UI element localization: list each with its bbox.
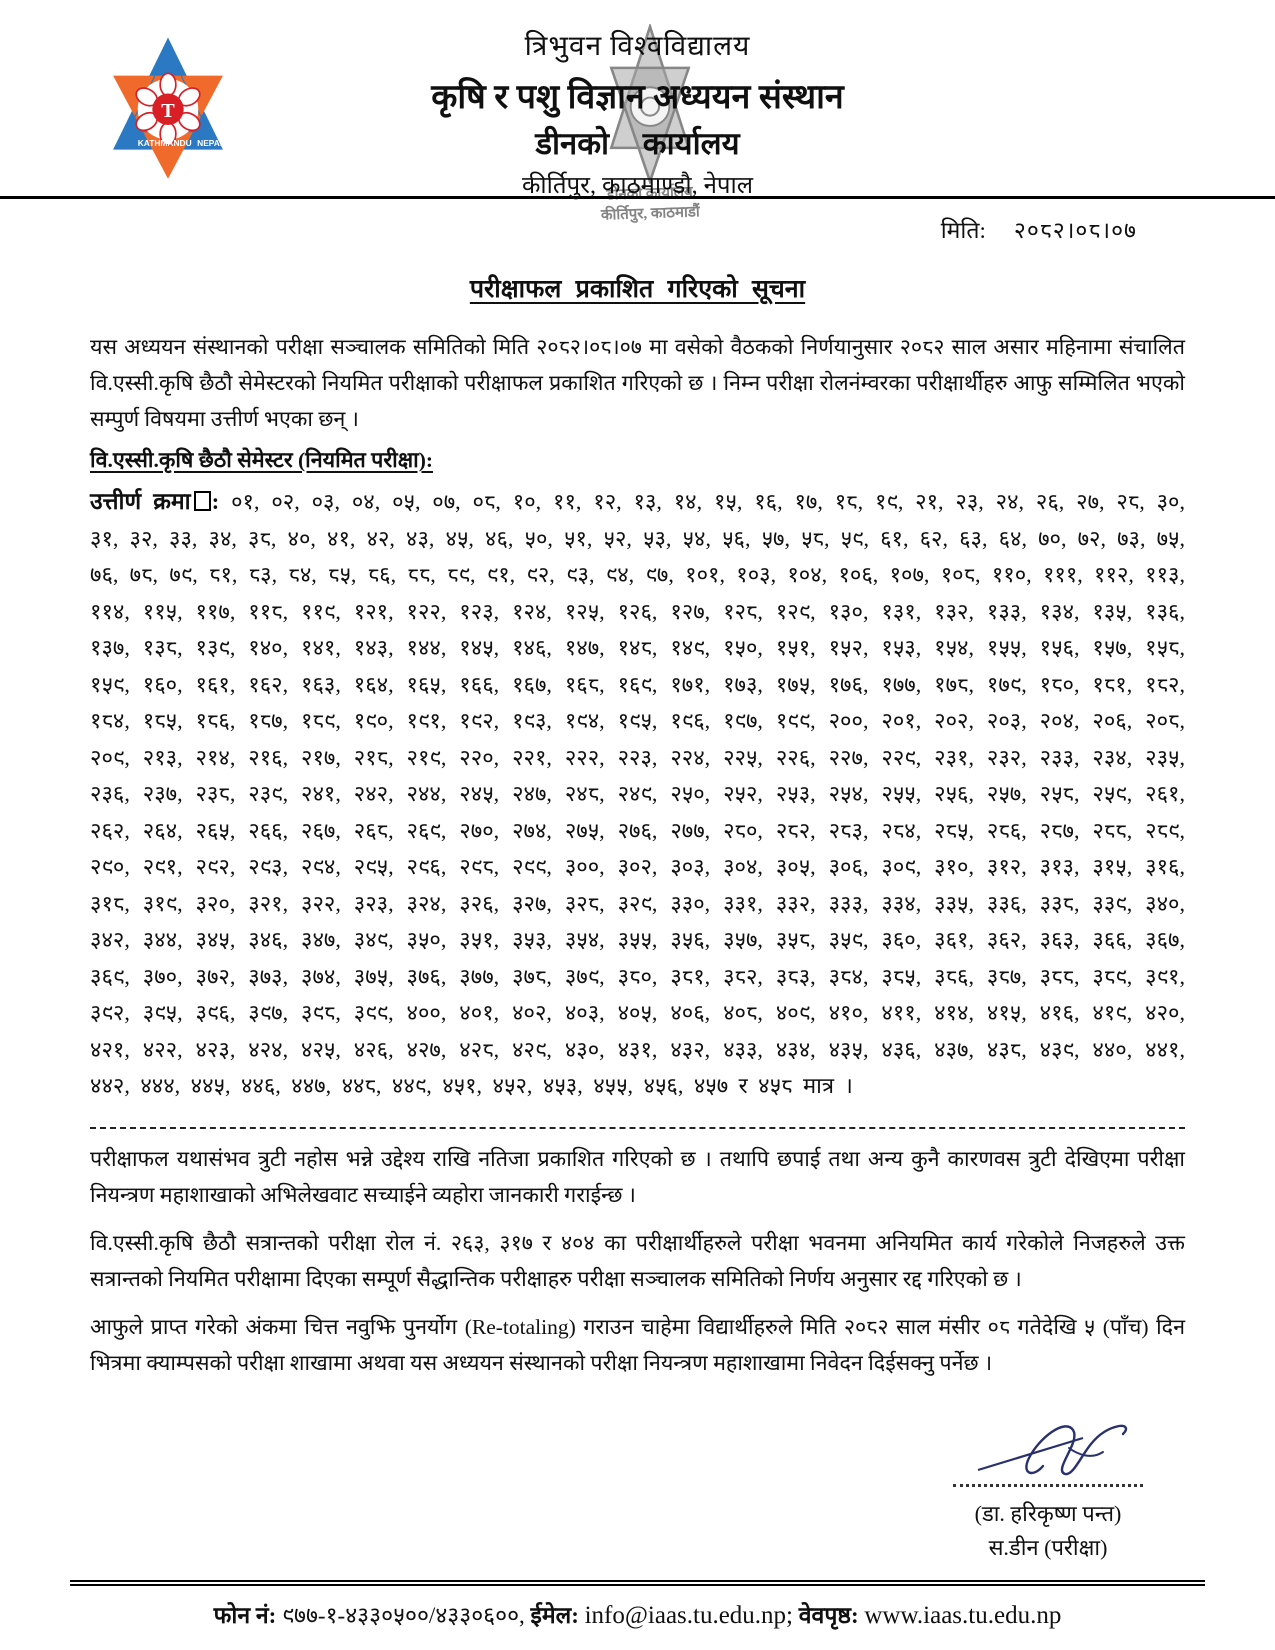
header-university: त्रिभुवन विश्वविद्यालय	[524, 31, 751, 62]
semester-heading: वि.एस्सी.कृषि छैठौ सेमेस्टर (नियमित परीक…	[90, 448, 434, 472]
intro-paragraph: यस अध्ययन संस्थानको परीक्षा सञ्चालक समित…	[90, 335, 1185, 431]
roll-number-list: ०१, ०२, ०३, ०४, ०५, ०७, ०८, १०, ११, १२, …	[90, 489, 1185, 1098]
signature-dotted-line	[953, 1476, 1143, 1487]
svg-text:KATHMANDU: KATHMANDU	[138, 138, 192, 148]
note-retotaling-paragraph: आफुले प्राप्त गरेको अंकमा चित्त नवुझि पु…	[90, 1314, 1185, 1375]
logo-star-icon: T KATHMANDU NEPAL	[113, 37, 225, 179]
footer-contact-bar: फोन नं: ९७७-१-४३३०५००/४३३०६००, ईमेल: inf…	[70, 1580, 1205, 1630]
footer-email-label: ईमेल:	[530, 1603, 579, 1628]
footer-phone-label: फोन नं:	[213, 1603, 277, 1628]
svg-text:T: T	[161, 100, 175, 122]
header-institute: कृषि र पशु विज्ञान अध्ययन संस्थान	[431, 79, 844, 116]
signatory-designation: स.डीन (परीक्षा)	[988, 1535, 1108, 1560]
header-office: डीनको कार्यालय	[535, 126, 740, 161]
passed-roll-paragraph: उत्तीर्ण क्रमा: ०१, ०२, ०३, ०४, ०५, ०७, …	[90, 484, 1185, 1105]
dashed-divider	[90, 1126, 1185, 1129]
passed-label: उत्तीर्ण क्रमा	[90, 489, 191, 514]
date-line: मिति: २०८२।०८।०७	[90, 213, 1185, 245]
note-cancelled-paragraph: वि.एस्सी.कृषि छैठौ सत्रान्तको परीक्षा रो…	[90, 1230, 1185, 1291]
signature-block: (डा. हरिकृष्ण पन्त) स.डीन (परीक्षा)	[913, 1408, 1183, 1562]
footer-phone-value: ९७७-१-४३३०५००/४३३०६००,	[282, 1603, 525, 1628]
note-accuracy-paragraph: परीक्षाफल यथासंभव त्रुटी नहोस भन्ने उद्द…	[90, 1146, 1185, 1207]
notice-title: परीक्षाफल प्रकाशित गरिएको सूचना	[469, 276, 806, 303]
footer-web-label: वेवपृष्ठ:	[798, 1603, 859, 1628]
footer-web-value: www.iaas.tu.edu.np	[864, 1602, 1062, 1629]
svg-text:NEPAL: NEPAL	[197, 138, 225, 148]
tu-logo: T KATHMANDU NEPAL	[100, 33, 236, 181]
date-label: मिति:	[940, 218, 986, 243]
missing-glyph-box	[193, 491, 211, 511]
passed-label-colon: :	[211, 489, 220, 514]
date-value: २०८२।०८।०७	[1013, 218, 1137, 243]
letterhead-text: त्रिभुवन विश्वविद्यालय कृषि र पशु विज्ञा…	[0, 26, 1275, 201]
signatory-name: (डा. हरिकृष्ण पन्त)	[974, 1501, 1122, 1526]
header-address: कीर्तिपुर, काठमाण्डौ, नेपाल	[521, 173, 754, 199]
footer-email-value: info@iaas.tu.edu.np;	[584, 1602, 794, 1629]
letterhead: T KATHMANDU NEPAL त्रिभुवन विश्वविद्यालय…	[0, 0, 1275, 224]
